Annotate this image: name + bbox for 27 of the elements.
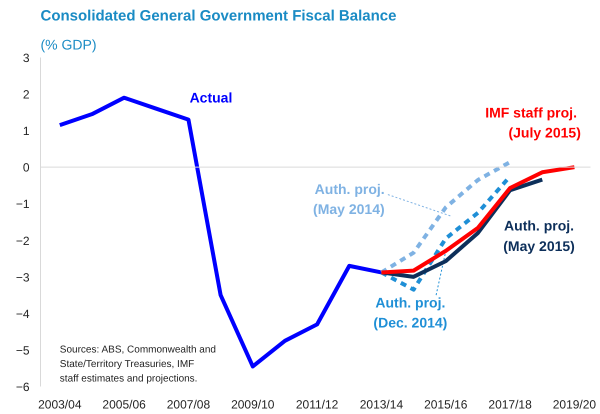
x-tick-label: 2017/18	[488, 398, 532, 412]
y-tick-label: −3	[16, 270, 30, 284]
x-tick-label: 2015/16	[424, 398, 468, 412]
legend-label: Auth. proj. (May 2014)	[313, 181, 385, 218]
chart-title: Consolidated General Government Fiscal Balance	[40, 8, 396, 24]
x-tick-label: 2009/10	[231, 398, 275, 412]
series-label: IMF staff proj. (July 2015)	[485, 104, 581, 140]
y-tick-label: −2	[16, 234, 30, 248]
x-tick-label: 2007/08	[166, 398, 210, 412]
x-tick-label: 2003/04	[38, 398, 82, 412]
y-tick-label: 1	[22, 124, 30, 138]
y-tick-label: −4	[16, 306, 30, 321]
x-tick-label: 2013/14	[360, 398, 404, 412]
y-tick-label: 2	[22, 88, 30, 102]
x-tick-label: 2011/12	[296, 398, 339, 412]
y-tick-label: −5	[16, 343, 30, 358]
series-label: Actual	[190, 90, 232, 106]
x-tick-label: 2019/20	[552, 398, 596, 412]
y-tick-label: 3	[22, 51, 30, 65]
chart-subtitle: (% GDP)	[40, 36, 96, 52]
y-tick-label: −6	[16, 380, 30, 394]
y-tick-label: 0	[22, 160, 30, 175]
x-tick-label: 2005/06	[102, 398, 146, 412]
series-label: Auth. proj. (Dec. 2014)	[373, 294, 448, 331]
y-tick-label: −1	[16, 197, 30, 212]
annotation: Sources: ABS, Commonwealth and State/Territory Treasuries, IMF staff estimates and projections.	[60, 344, 216, 385]
series-label: Auth. proj. (May 2015)	[503, 218, 575, 254]
